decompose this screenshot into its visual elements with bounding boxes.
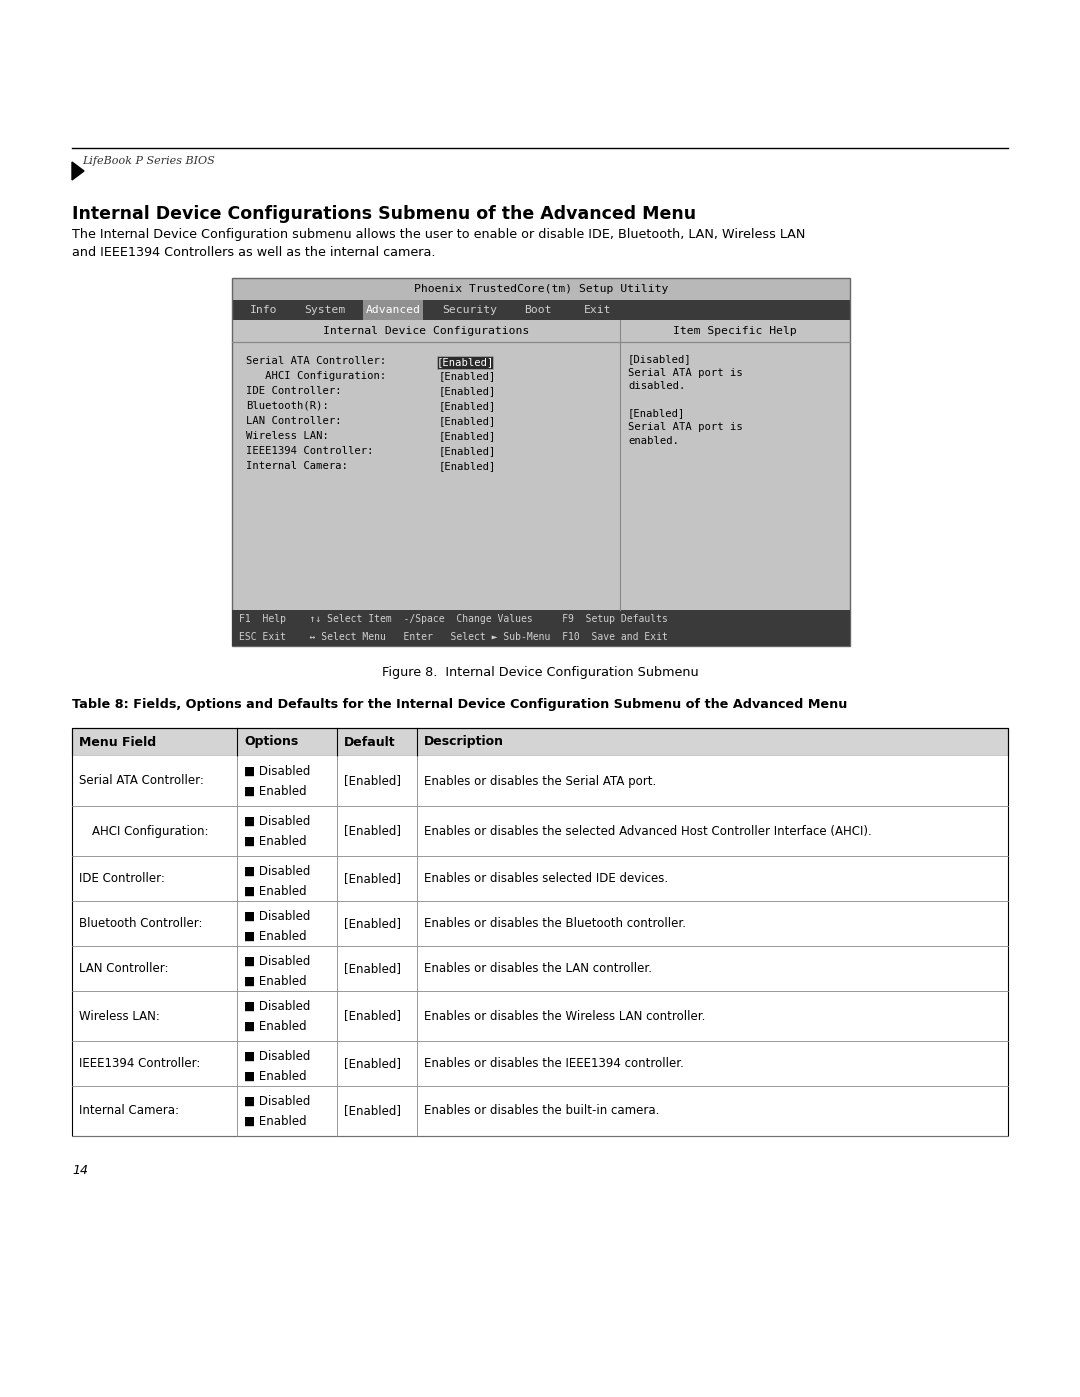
Text: F1  Help    ↑↓ Select Item  -/Space  Change Values     F9  Setup Defaults: F1 Help ↑↓ Select Item -/Space Change Va… [239,615,667,624]
Text: ■ Disabled
■ Enabled: ■ Disabled ■ Enabled [244,865,310,898]
Text: Item Specific Help: Item Specific Help [673,326,797,337]
Text: Enables or disables the Bluetooth controller.: Enables or disables the Bluetooth contro… [424,916,686,930]
Text: IDE Controller:: IDE Controller: [79,872,165,886]
Bar [232,300,850,320]
Text: [Enabled]: [Enabled] [345,1058,401,1070]
Text: Serial ATA Controller:: Serial ATA Controller: [79,774,204,788]
Text: [Enabled]: [Enabled] [438,372,497,381]
Text: IEEE1394 Controller:: IEEE1394 Controller: [79,1058,201,1070]
Text: Internal Device Configurations: Internal Device Configurations [323,326,529,337]
Bar [232,629,850,645]
Text: Options: Options [244,735,298,749]
Text: 14: 14 [72,1164,87,1178]
Text: [Disabled]
Serial ATA port is
disabled.

[Enabled]
Serial ATA port is
enabled.: [Disabled] Serial ATA port is disabled. … [627,353,743,446]
Text: [Enabled]: [Enabled] [345,916,401,930]
Bar [363,300,423,320]
Text: ESC Exit    ↔ Select Menu   Enter   Select ► Sub-Menu  F10  Save and Exit: ESC Exit ↔ Select Menu Enter Select ► Su… [239,631,667,643]
Text: Bluetooth Controller:: Bluetooth Controller: [79,916,203,930]
Text: ■ Disabled
■ Enabled: ■ Disabled ■ Enabled [244,1095,310,1127]
Text: Enables or disables the selected Advanced Host Controller Interface (AHCI).: Enables or disables the selected Advance… [424,824,872,837]
Text: ■ Disabled
■ Enabled: ■ Disabled ■ Enabled [244,956,310,988]
Bar [232,320,850,610]
Text: [Enabled]: [Enabled] [345,824,401,837]
Bar [72,728,1008,1136]
Text: [Enabled]: [Enabled] [345,1010,401,1023]
Text: Enables or disables the Serial ATA port.: Enables or disables the Serial ATA port. [424,774,657,788]
Bar [72,806,1008,856]
Text: System: System [303,305,346,314]
Text: Menu Field: Menu Field [79,735,157,749]
Text: Serial ATA Controller:: Serial ATA Controller: [246,356,387,366]
Text: Enables or disables the built-in camera.: Enables or disables the built-in camera. [424,1105,660,1118]
Text: Phoenix TrustedCore(tm) Setup Utility: Phoenix TrustedCore(tm) Setup Utility [414,284,669,293]
Text: [Enabled]: [Enabled] [438,386,497,395]
Bar [437,356,492,369]
Text: Bluetooth(R):: Bluetooth(R): [246,401,329,411]
Text: The Internal Device Configuration submenu allows the user to enable or disable I: The Internal Device Configuration submen… [72,228,806,258]
Text: Info: Info [249,305,278,314]
Polygon shape [72,162,84,180]
Text: IEEE1394 Controller:: IEEE1394 Controller: [246,446,374,455]
Text: Enables or disables selected IDE devices.: Enables or disables selected IDE devices… [424,872,669,886]
Bar [72,756,1008,806]
Text: [Enabled]: [Enabled] [345,774,401,788]
Text: Internal Device Configurations Submenu of the Advanced Menu: Internal Device Configurations Submenu o… [72,205,697,224]
Text: Wireless LAN:: Wireless LAN: [246,432,329,441]
Text: Enables or disables the LAN controller.: Enables or disables the LAN controller. [424,963,652,975]
Text: Security: Security [442,305,497,314]
Bar [72,1085,1008,1136]
Text: Advanced: Advanced [365,305,420,314]
Text: LAN Controller:: LAN Controller: [246,416,341,426]
Text: Exit: Exit [584,305,611,314]
Text: [Enabled]: [Enabled] [345,1105,401,1118]
Text: Internal Camera:: Internal Camera: [79,1105,179,1118]
Bar [72,728,1008,756]
Text: Enables or disables the Wireless LAN controller.: Enables or disables the Wireless LAN con… [424,1010,705,1023]
Text: Internal Camera:: Internal Camera: [246,461,348,471]
Text: [Enabled]: [Enabled] [345,872,401,886]
Text: [Enabled]: [Enabled] [438,461,497,471]
Bar [232,278,850,300]
Text: ■ Disabled
■ Enabled: ■ Disabled ■ Enabled [244,766,310,798]
Bar [72,901,1008,946]
Text: LifeBook P Series BIOS: LifeBook P Series BIOS [82,156,215,166]
Text: [Enabled]: [Enabled] [438,446,497,455]
Text: Figure 8.  Internal Device Configuration Submenu: Figure 8. Internal Device Configuration … [381,666,699,679]
Text: [Enabled]: [Enabled] [345,963,401,975]
Bar [72,946,1008,990]
Text: IDE Controller:: IDE Controller: [246,386,341,395]
Text: Enables or disables the IEEE1394 controller.: Enables or disables the IEEE1394 control… [424,1058,684,1070]
Bar [72,990,1008,1041]
Text: ■ Disabled
■ Enabled: ■ Disabled ■ Enabled [244,814,310,848]
Text: Description: Description [424,735,504,749]
Text: Wireless LAN:: Wireless LAN: [79,1010,160,1023]
Text: AHCI Configuration:: AHCI Configuration: [92,824,208,837]
Text: [Enabled]: [Enabled] [438,432,497,441]
Text: Boot: Boot [524,305,552,314]
Text: [Enabled]: [Enabled] [438,401,497,411]
Text: ■ Disabled
■ Enabled: ■ Disabled ■ Enabled [244,909,310,943]
Bar [72,856,1008,901]
Bar [72,1041,1008,1085]
Text: [Enabled]: [Enabled] [438,416,497,426]
Text: Table 8: Fields, Options and Defaults for the Internal Device Configuration Subm: Table 8: Fields, Options and Defaults fo… [72,698,848,711]
Text: [Enabled]: [Enabled] [436,358,494,367]
Text: ■ Disabled
■ Enabled: ■ Disabled ■ Enabled [244,1000,310,1032]
Bar [232,610,850,629]
Text: AHCI Configuration:: AHCI Configuration: [246,372,387,381]
Text: Default: Default [345,735,395,749]
Bar [232,278,850,645]
Text: LAN Controller:: LAN Controller: [79,963,168,975]
Text: ■ Disabled
■ Enabled: ■ Disabled ■ Enabled [244,1051,310,1083]
